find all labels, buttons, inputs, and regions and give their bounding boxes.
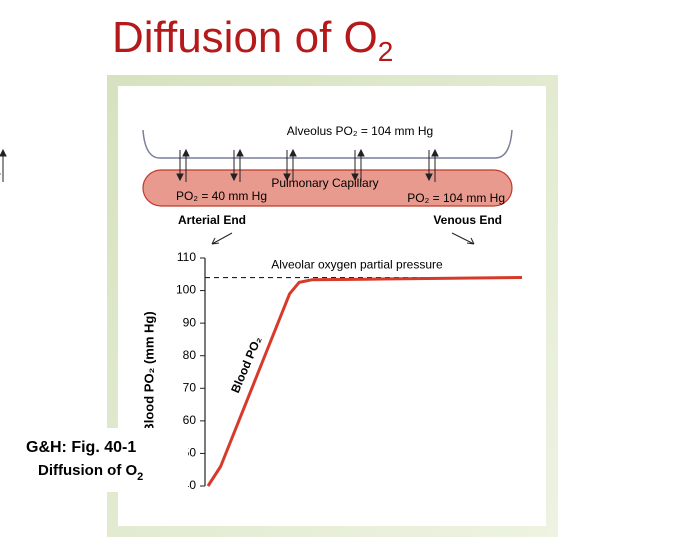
venous-end: Venous End xyxy=(433,213,502,227)
figure-panel xyxy=(118,86,546,526)
slide-title: Diffusion of O2 xyxy=(112,13,393,68)
caption-box xyxy=(18,428,188,492)
y-tick-label: 60 xyxy=(183,413,197,427)
caption-line2: Diffusion of O2 xyxy=(38,462,143,483)
capillary-label: Pulmonary Capillary xyxy=(271,176,378,190)
arterial-arrow xyxy=(211,232,233,245)
alveolus-label: Alveolus PO₂ = 104 mm Hg xyxy=(287,124,433,138)
capillary xyxy=(142,169,513,207)
venous-po2: PO₂ = 104 mm Hg xyxy=(407,191,505,205)
y-tick-label: 110 xyxy=(177,250,196,264)
arterial-po2: PO₂ = 40 mm Hg xyxy=(176,189,267,203)
y-tick-label: 80 xyxy=(183,348,197,362)
y-tick-label: 100 xyxy=(176,283,196,297)
caption-line1: G&H: Fig. 40-1 xyxy=(26,439,136,456)
y-axis-label: Blood PO₂ (mm Hg) xyxy=(141,311,156,432)
arrow-pair xyxy=(0,148,7,182)
arterial-end: Arterial End xyxy=(178,213,246,227)
venous-arrow xyxy=(451,232,475,245)
reference-label: Alveolar oxygen partial pressure xyxy=(271,258,443,272)
title-subscript: 2 xyxy=(378,36,394,67)
title-text: Diffusion of O xyxy=(112,13,378,62)
caption-text: Diffusion of O xyxy=(38,462,137,479)
alveolus-outline xyxy=(142,129,513,159)
y-tick-label: 90 xyxy=(183,315,197,329)
curve xyxy=(206,276,523,487)
caption-subscript: 2 xyxy=(137,471,143,483)
y-tick-label: 70 xyxy=(183,380,197,394)
diffusion-arrows xyxy=(0,148,439,183)
